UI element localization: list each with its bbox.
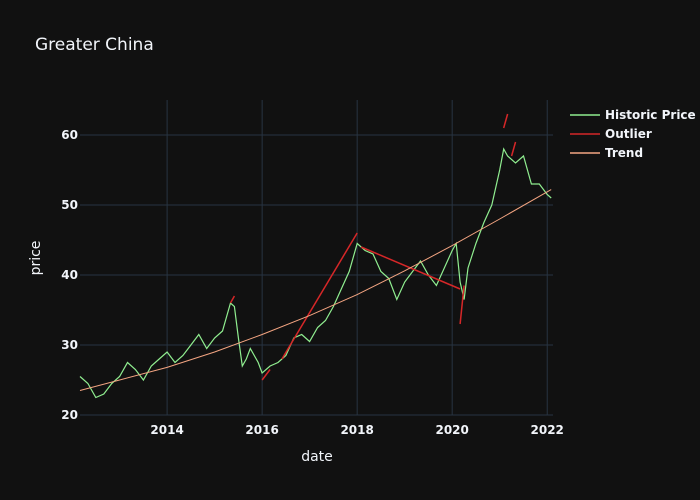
series-historic-price-line — [79, 147, 552, 399]
series-outlier-segment — [261, 369, 271, 381]
y-tick-label: 20 — [61, 408, 78, 422]
series-outlier-segment — [502, 113, 509, 129]
grid — [80, 100, 553, 416]
y-axis-ticks: 20 30 40 50 60 — [61, 128, 78, 422]
y-tick-label: 60 — [61, 128, 78, 142]
series-outlier-segment — [229, 295, 236, 304]
x-tick-label: 2018 — [340, 423, 373, 437]
legend-label-outlier: Outlier — [605, 127, 652, 141]
x-tick-label: 2014 — [150, 423, 183, 437]
x-tick-label: 2022 — [531, 423, 564, 437]
x-axis-ticks: 2014 2016 2018 2020 2022 — [150, 423, 564, 437]
y-tick-label: 30 — [61, 338, 78, 352]
legend: Historic Price Outlier Trend — [570, 108, 696, 160]
x-axis-title: date — [301, 449, 333, 465]
series-outlier-segment — [281, 232, 358, 360]
series-outlier-segment — [459, 285, 465, 325]
x-tick-label: 2020 — [435, 423, 468, 437]
series-outlier-segment — [510, 141, 517, 157]
y-tick-label: 50 — [61, 198, 78, 212]
y-axis-title: price — [28, 241, 44, 276]
y-tick-label: 40 — [61, 268, 78, 282]
legend-label-historic-price: Historic Price — [605, 108, 696, 122]
chart-title: Greater China — [35, 35, 154, 55]
x-tick-label: 2016 — [245, 423, 278, 437]
plot-area — [79, 113, 552, 399]
legend-label-trend: Trend — [605, 146, 643, 160]
series-trend-line — [79, 189, 552, 391]
